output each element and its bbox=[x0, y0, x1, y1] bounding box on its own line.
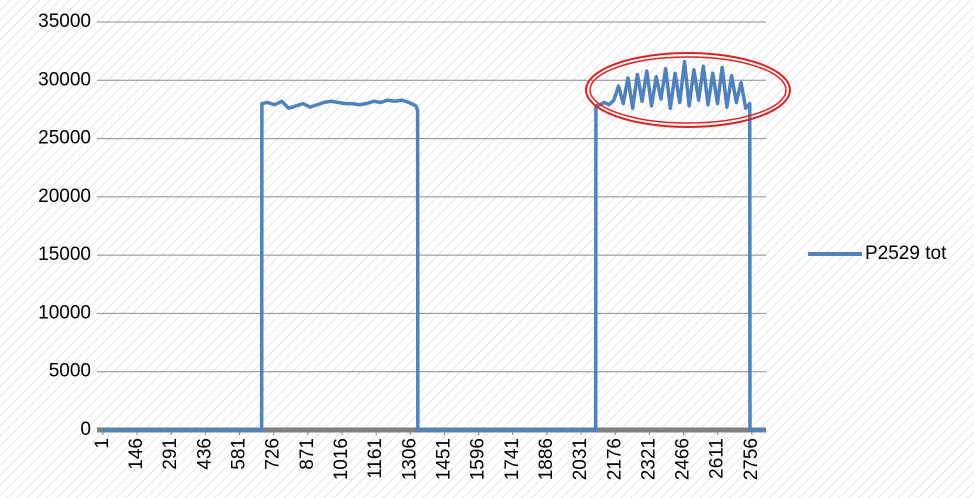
x-tick-label: 1741 bbox=[502, 438, 523, 480]
x-tick-label: 871 bbox=[297, 438, 318, 470]
x-tick-label: 1016 bbox=[331, 438, 352, 480]
x-tick-label: 2176 bbox=[604, 438, 625, 480]
x-tick-label: 436 bbox=[194, 438, 215, 470]
x-tick-label: 726 bbox=[263, 438, 284, 470]
x-tick-label: 1161 bbox=[365, 438, 386, 479]
y-tick-label: 10000 bbox=[38, 302, 91, 323]
x-tick-label: 2321 bbox=[638, 438, 659, 480]
highlight-ellipse-inner bbox=[589, 56, 787, 124]
y-tick-label: 15000 bbox=[38, 244, 91, 265]
y-tick-label: 30000 bbox=[38, 69, 91, 90]
x-tick-label: 1596 bbox=[468, 438, 489, 480]
x-tick-label: 291 bbox=[160, 438, 181, 470]
x-tick-label: 1 bbox=[92, 438, 113, 449]
y-tick-label: 20000 bbox=[38, 186, 91, 207]
y-tick-label: 5000 bbox=[49, 361, 91, 382]
x-tick-label: 1306 bbox=[399, 438, 420, 480]
legend-label: P2529 tot bbox=[865, 243, 947, 264]
highlight-ellipse bbox=[585, 52, 791, 128]
y-tick-label: 35000 bbox=[38, 11, 91, 32]
series-line bbox=[102, 59, 766, 432]
x-tick-label: 1451 bbox=[433, 438, 454, 480]
y-tick-label: 25000 bbox=[38, 128, 91, 149]
x-tick-label: 1886 bbox=[536, 438, 557, 480]
x-tick-label: 2031 bbox=[570, 438, 591, 480]
x-tick-label: 146 bbox=[126, 438, 147, 470]
x-tick-label: 581 bbox=[229, 438, 250, 470]
x-tick-label: 2611 bbox=[707, 438, 728, 479]
x-tick-label: 2466 bbox=[673, 438, 694, 480]
y-tick-label: 0 bbox=[80, 419, 91, 440]
x-tick-label: 2756 bbox=[741, 438, 762, 480]
